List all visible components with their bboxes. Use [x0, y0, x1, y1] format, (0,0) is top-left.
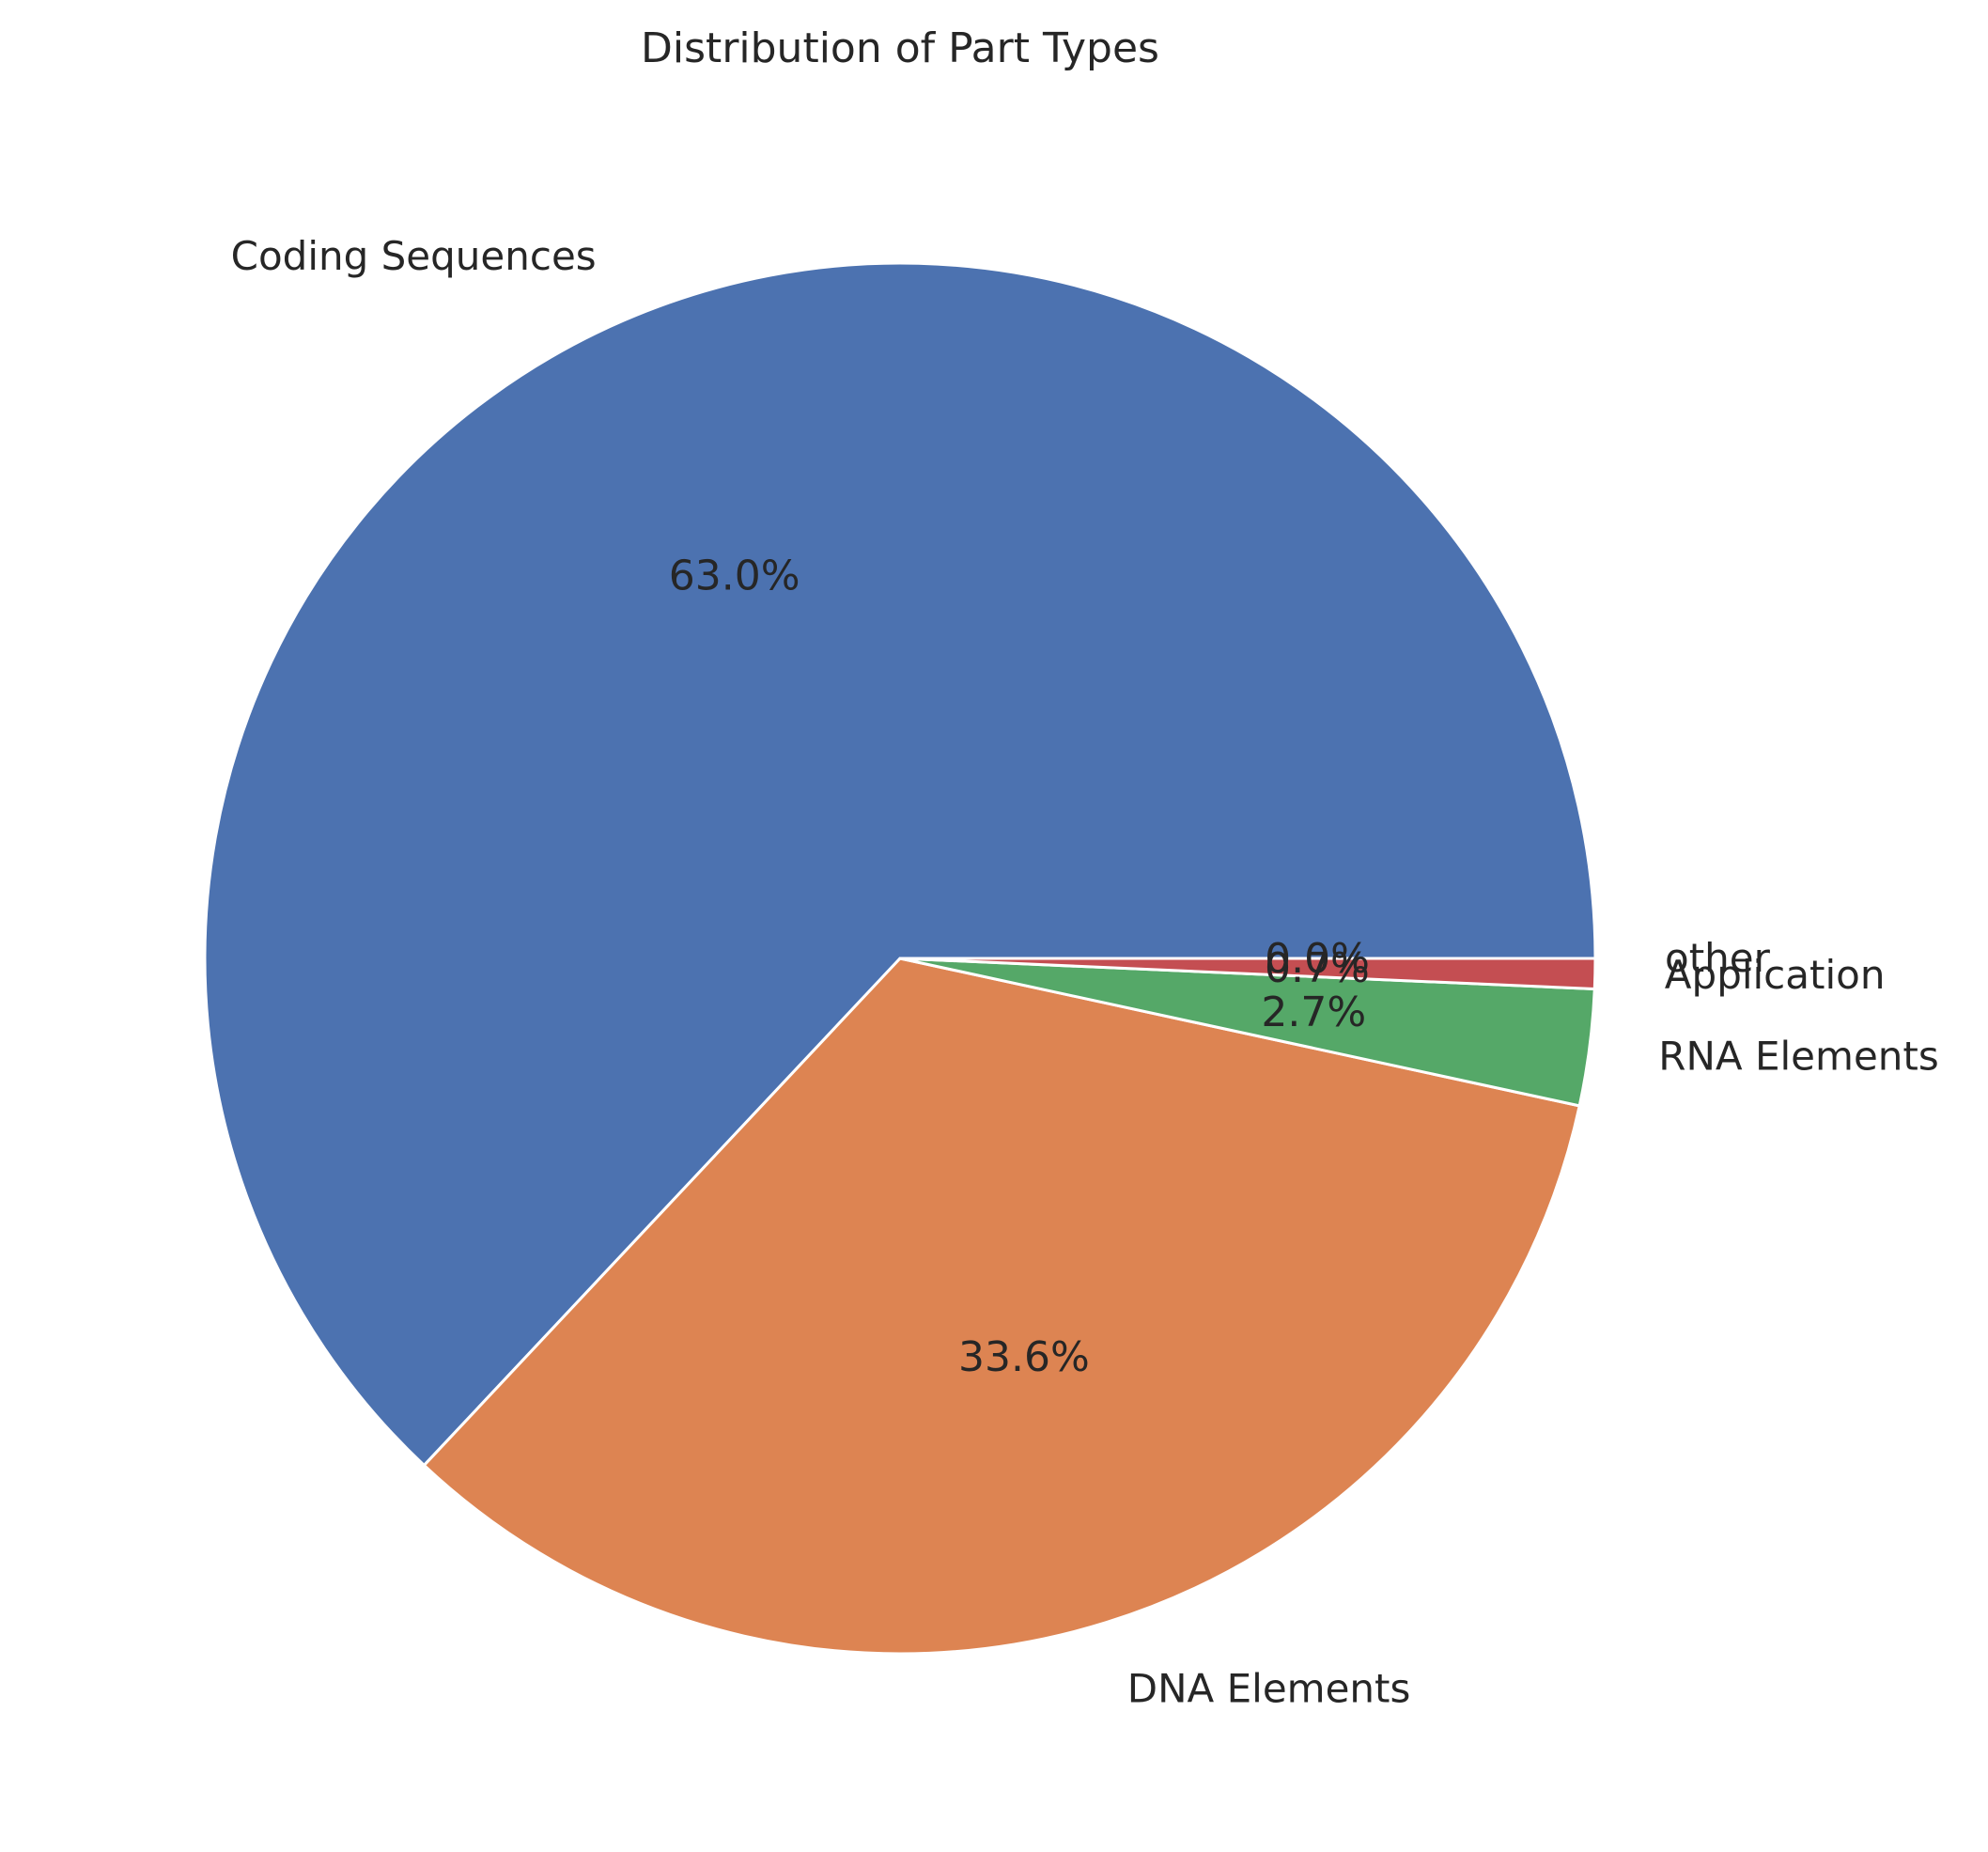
slice-label-other: other — [1665, 935, 1771, 981]
pie-labels: Coding Sequences 63.0% DNA Elements 33.6% RN… — [231, 233, 1939, 1711]
percent-label-dna-elements: 33.6% — [958, 1333, 1090, 1381]
pie-slice-application — [898, 957, 1597, 991]
slice-label-coding-sequences: Coding Sequences — [231, 233, 597, 279]
pie-slices — [203, 261, 1597, 1656]
percent-label-coding-sequences: 63.0% — [669, 552, 800, 600]
percent-label-application: 0.7% — [1265, 944, 1370, 992]
slice-label-application: Application — [1665, 952, 1886, 998]
slice-label-rna-elements: RNA Elements — [1658, 1034, 1938, 1080]
chart-title: Distribution of Part Types — [641, 24, 1159, 72]
percent-label-rna-elements: 2.7% — [1261, 988, 1366, 1036]
pie-slice-dna-elements — [422, 957, 1581, 1656]
percent-label-other: 0.0% — [1265, 935, 1370, 983]
pie-slice-coding-sequences — [203, 261, 1597, 1467]
slice-label-dna-elements: DNA Elements — [1127, 1665, 1411, 1711]
